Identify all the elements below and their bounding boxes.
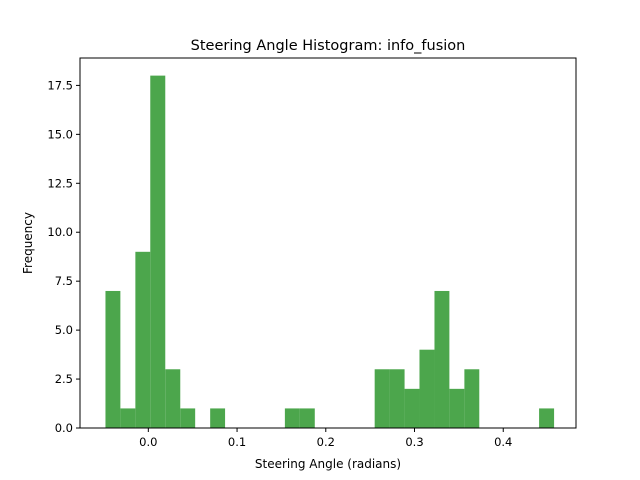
y-tick-label: 12.5: [47, 176, 73, 190]
y-axis-ticks: 0.0 2.5 5.0 7.5 10.0 12.5 15.0 17.5: [47, 78, 80, 435]
bars-group: [105, 75, 555, 428]
plot-frame: [79, 57, 577, 429]
x-tick-label: 0.2: [317, 435, 335, 449]
histogram-bar: [284, 408, 300, 428]
x-axis-label: Steering Angle (radians): [255, 457, 401, 471]
histogram-bar: [150, 75, 166, 428]
histogram-bar: [180, 408, 196, 428]
x-tick-label: 0.3: [405, 435, 423, 449]
histogram-bar: [419, 349, 435, 428]
y-tick-label: 10.0: [47, 225, 73, 239]
histogram-bar: [404, 388, 420, 428]
histogram-bar: [210, 408, 226, 428]
y-tick-label: 17.5: [47, 78, 73, 92]
histogram-bar: [374, 369, 390, 428]
histogram-bar: [389, 369, 405, 428]
histogram-bar: [434, 290, 450, 428]
histogram-bar: [539, 408, 555, 428]
x-axis-ticks: 0.0 0.1 0.2 0.3 0.4: [139, 428, 512, 449]
histogram-bar: [105, 290, 121, 428]
histogram-bar: [299, 408, 315, 428]
histogram-bar: [464, 369, 480, 428]
y-tick-label: 15.0: [47, 127, 73, 141]
histogram-bar: [135, 251, 151, 428]
y-tick-label: 7.5: [55, 274, 73, 288]
y-axis-label: Frequency: [21, 212, 35, 274]
x-tick-label: 0.0: [139, 435, 157, 449]
y-tick-label: 0.0: [55, 421, 73, 435]
chart-title: Steering Angle Histogram: info_fusion: [191, 38, 466, 54]
y-tick-label: 5.0: [55, 323, 73, 337]
x-tick-label: 0.4: [494, 435, 512, 449]
histogram-bar: [120, 408, 136, 428]
histogram-bar: [449, 388, 465, 428]
histogram-bar: [165, 369, 181, 428]
x-tick-label: 0.1: [228, 435, 246, 449]
y-tick-label: 2.5: [55, 372, 73, 386]
